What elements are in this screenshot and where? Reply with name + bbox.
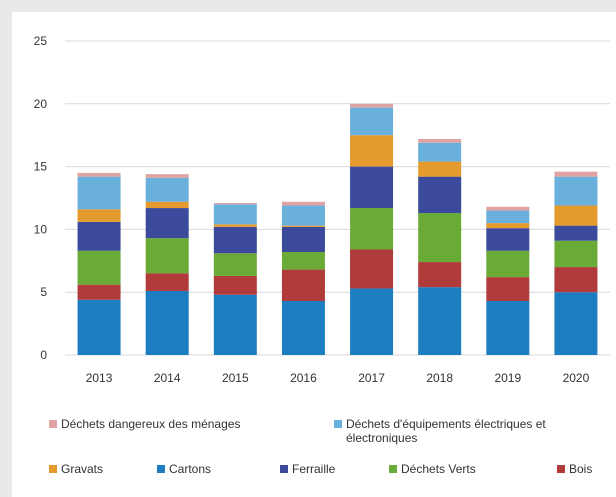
bar-segment [350, 288, 394, 355]
bar-segment [486, 210, 530, 224]
legend-item: Gravats [49, 462, 103, 476]
bar-segment [145, 201, 189, 209]
bar-segment [418, 161, 462, 177]
bar-segment [486, 228, 530, 251]
bar-segment [77, 250, 121, 285]
bar-segment [145, 174, 189, 178]
legend-label: Cartons [169, 462, 212, 476]
bar-segment [145, 177, 189, 202]
legend-label: Déchets dangereux des ménages [61, 417, 241, 431]
bar-segment [77, 299, 121, 355]
x-tick-label: 2017 [358, 371, 385, 385]
legend-item: Bois [557, 462, 592, 476]
x-tick-label: 2015 [222, 371, 249, 385]
bar-segment [281, 226, 325, 253]
chart-card: 0 5 10 15 20 25 2013 2014 2015 2016 2017 2018 2019 20… [12, 12, 616, 497]
bar-segment [145, 238, 189, 274]
bar-segment [350, 107, 394, 136]
bar-segment [77, 209, 121, 222]
bar-segment [554, 225, 598, 241]
legend-swatch [557, 465, 565, 473]
x-tick-label: 2020 [563, 371, 590, 385]
y-tick-label: 20 [34, 97, 48, 111]
legend-item: Déchets dangereux des ménages [49, 417, 240, 431]
legend-swatch [157, 465, 165, 473]
bar-segment [554, 240, 598, 268]
x-tick-label: 2013 [86, 371, 113, 385]
bar-segment [213, 224, 257, 227]
legend-item: Déchets d'équipements électriques et éle… [334, 417, 609, 445]
bar-segment [281, 300, 325, 355]
bar-segment [486, 277, 530, 301]
bar-segment [281, 205, 325, 226]
bar-segment [281, 252, 325, 270]
bar-segment [418, 262, 462, 288]
x-tick-label: 2016 [290, 371, 317, 385]
bar-segment [554, 205, 598, 226]
legend-label: Gravats [61, 462, 104, 476]
x-tick-label: 2014 [154, 371, 181, 385]
bar-segment [77, 176, 121, 210]
y-tick-label: 0 [40, 348, 47, 362]
bar-segment [281, 269, 325, 301]
legend-swatch [49, 465, 57, 473]
bar-segment [350, 135, 394, 167]
legend-swatch [280, 465, 288, 473]
bar-segment [418, 176, 462, 214]
stacked-bar-chart: 0 5 10 15 20 25 2013 2014 2015 2016 2017 2018 2019 20… [34, 34, 610, 385]
bar-segment [145, 290, 189, 355]
bar-segment [418, 213, 462, 263]
bar-segment [486, 250, 530, 278]
y-tick-label: 10 [34, 222, 48, 236]
bar-segment [145, 208, 189, 239]
bar-segment [554, 176, 598, 206]
bar-segment [554, 171, 598, 177]
bar-segment [486, 223, 530, 229]
bar-segment [213, 294, 257, 355]
bar-segment [418, 142, 462, 162]
y-tick-label: 5 [40, 285, 47, 299]
legend-item: Déchets Verts [389, 462, 476, 476]
bar-segment [77, 172, 121, 177]
y-tick-label: 25 [34, 34, 48, 48]
bar-segment [350, 208, 394, 250]
x-tick-label: 2018 [426, 371, 453, 385]
legend-swatch [334, 420, 342, 428]
legend-item: Ferraille [280, 462, 335, 476]
bar-segment [213, 275, 257, 295]
bar-segment [77, 284, 121, 300]
bar-segment [281, 201, 325, 206]
bar-segment [418, 138, 462, 143]
legend-label: Déchets d'équipements électriques et éle… [346, 417, 546, 445]
bar-segment [213, 253, 257, 276]
legend-label: Bois [569, 462, 593, 476]
bar-segment [486, 300, 530, 355]
bar-segment [213, 203, 257, 205]
bar-segment [554, 267, 598, 293]
bar-segment [418, 287, 462, 355]
bar-segment [281, 225, 325, 227]
y-tick-label: 15 [34, 160, 48, 174]
bar-segment [486, 206, 530, 211]
bar-segment [350, 249, 394, 289]
bar-segment [350, 166, 394, 209]
bar-segment [77, 221, 121, 251]
bar-segment [554, 292, 598, 355]
bar-segment [213, 226, 257, 254]
bar-segment [145, 273, 189, 291]
bar-segment [350, 103, 394, 108]
legend-swatch [49, 420, 57, 428]
legend-swatch [389, 465, 397, 473]
legend-label: Déchets Verts [401, 462, 476, 476]
legend-item: Cartons [157, 462, 211, 476]
legend-label: Ferraille [292, 462, 336, 476]
bar-segment [213, 204, 257, 225]
x-tick-label: 2019 [494, 371, 521, 385]
